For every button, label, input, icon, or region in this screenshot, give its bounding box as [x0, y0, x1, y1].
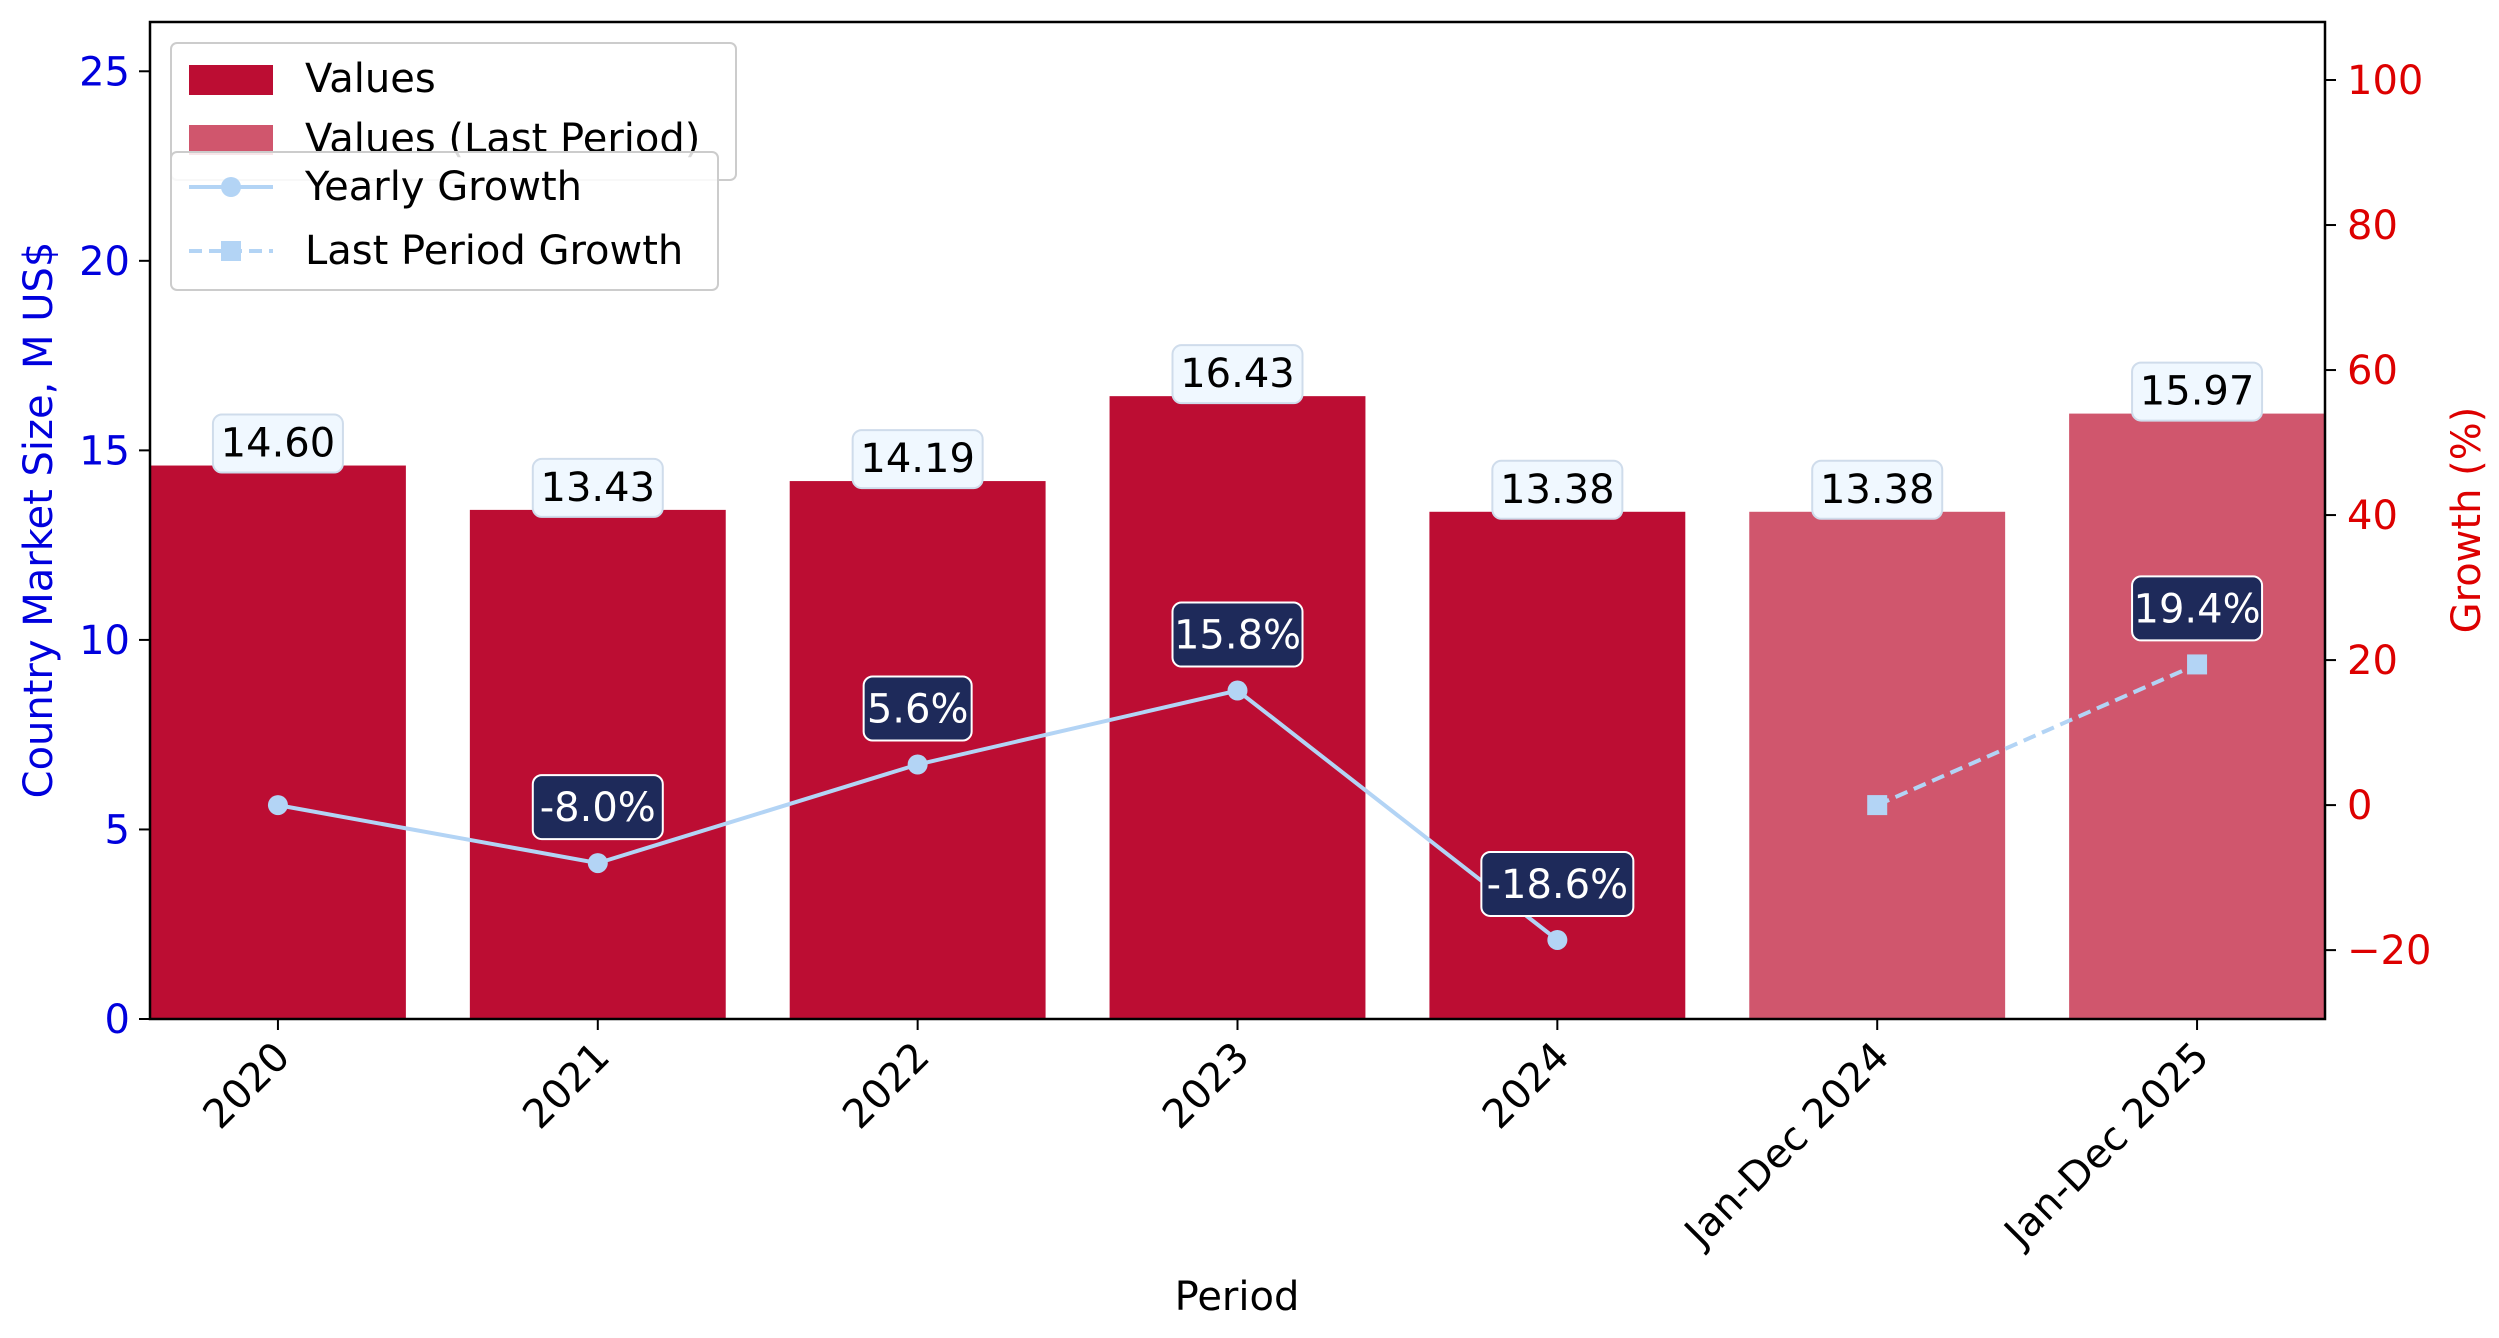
- value-label-box: [1171, 344, 1304, 405]
- value-label: 14.60: [221, 421, 336, 467]
- bar: [150, 465, 406, 1019]
- bar: [1109, 396, 1366, 1019]
- value-label-box: [211, 413, 344, 474]
- growth-label: -8.0%: [540, 785, 656, 831]
- right-tick-label: 40: [2347, 493, 2398, 539]
- growth-label: 15.8%: [1174, 613, 1301, 659]
- bar: [2069, 413, 2325, 1019]
- left-tick-label: 15: [79, 428, 130, 474]
- legend-swatch-values-last-period: [189, 125, 273, 155]
- growth-labels-group: -8.0% 5.6% 15.8% -18.6% 19.4%: [531, 575, 2264, 917]
- growth-marker: [907, 754, 928, 775]
- growth-label-box: [1171, 601, 1304, 668]
- growth-marker: [1547, 929, 1568, 950]
- growth-marker: [267, 795, 288, 816]
- growth-label: -18.6%: [1487, 862, 1629, 908]
- right-tick-label: 60: [2347, 348, 2398, 394]
- left-tick-label: 0: [105, 997, 130, 1043]
- bar: [469, 509, 726, 1019]
- right-tick-label: 20: [2347, 638, 2398, 684]
- growth-marker: [587, 853, 608, 874]
- growth-label-box: [531, 774, 664, 841]
- left-tick-label: 25: [79, 49, 130, 95]
- growth-label-box: [2131, 575, 2264, 642]
- bar: [1749, 511, 2006, 1019]
- growth-label-box: [862, 675, 973, 742]
- growth-label: 5.6%: [867, 686, 969, 732]
- bar: [789, 481, 1046, 1019]
- value-label-box: [2131, 361, 2264, 422]
- value-label-box: [851, 429, 984, 490]
- growth-marker: [1227, 680, 1248, 701]
- value-labels-group: 14.60 13.43 14.19 16.43 13.38 13.38 15.97: [211, 344, 2264, 520]
- growth-label-box: [1480, 850, 1635, 917]
- growth-marker: [1867, 795, 1888, 816]
- left-tick-label: 20: [79, 239, 130, 285]
- value-label: 13.38: [1820, 467, 1935, 513]
- growth-marker: [2187, 654, 2208, 675]
- legend-label-values: Values: [305, 56, 436, 102]
- value-label-box: [1811, 459, 1944, 520]
- legend-growth-box: Yearly Growth Last Period Growth: [170, 151, 719, 291]
- legend-label-last-period-growth: Last Period Growth: [305, 228, 683, 274]
- right-tick-label: 100: [2347, 58, 2423, 104]
- legend-swatch-values: [189, 65, 273, 95]
- left-y-axis: 0 5 10 15 20 25: [79, 49, 150, 1043]
- value-label-box: [531, 457, 664, 518]
- right-tick-label: 80: [2347, 203, 2398, 249]
- growth-label: 19.4%: [2134, 586, 2261, 632]
- right-tick-label: −20: [2347, 928, 2431, 974]
- right-tick-label: 0: [2347, 783, 2372, 829]
- right-y-axis: −20 0 20 40 60 80 100: [2325, 58, 2431, 974]
- growth-line: [1876, 662, 2198, 807]
- value-label: 15.97: [2140, 369, 2255, 415]
- value-label: 16.43: [1180, 351, 1295, 397]
- bars-group: [150, 396, 2325, 1019]
- left-tick-label: 5: [105, 807, 130, 853]
- legend-marker-yearly-growth: [221, 177, 241, 197]
- value-label: 13.43: [541, 465, 656, 511]
- legend-frame: [170, 151, 719, 291]
- value-label: 13.38: [1500, 467, 1615, 513]
- right-y-axis-title: Growth (%): [2444, 407, 2490, 634]
- value-label-box: [1491, 459, 1624, 520]
- legend-label-yearly-growth: Yearly Growth: [304, 164, 582, 210]
- value-label: 14.19: [860, 436, 975, 482]
- left-y-axis-title: Country Market Size, M US$: [16, 242, 62, 799]
- legend-marker-last-period-growth: [221, 241, 241, 261]
- growth-markers-group: [267, 654, 2208, 950]
- left-tick-label: 10: [79, 618, 130, 664]
- x-axis-title: Period: [1175, 1274, 1300, 1320]
